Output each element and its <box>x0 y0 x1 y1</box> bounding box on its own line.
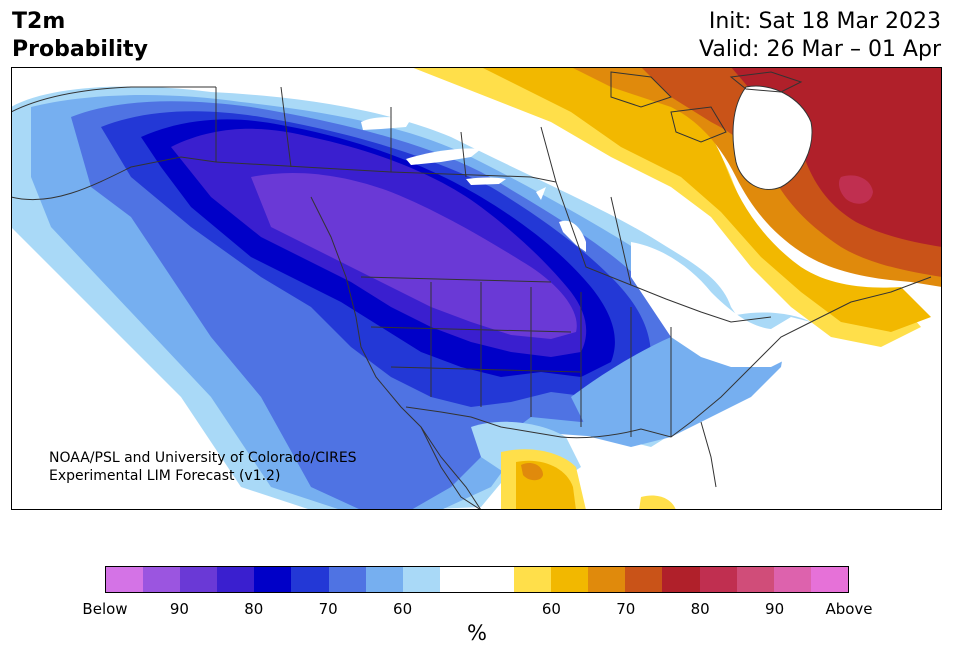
colorbar-tick-label: 60 <box>541 600 561 618</box>
lake-reindeer <box>536 187 546 200</box>
colorbar <box>105 566 849 593</box>
colorbar-tick-label: 60 <box>393 600 413 618</box>
us-mexico-border <box>405 406 562 438</box>
colorbar-segment <box>402 567 440 592</box>
colorbar-segment <box>736 567 774 592</box>
forecast-map <box>11 67 942 510</box>
colorbar-segment <box>625 567 663 592</box>
zone-neutral-hudson <box>733 86 812 190</box>
colorbar-tick-label: 80 <box>244 600 264 618</box>
alaska-coast <box>11 86 217 201</box>
credit-line-2: Experimental LIM Forecast (v1.2) <box>49 468 281 484</box>
colorbar-segment <box>106 567 144 592</box>
valid-date: Valid: 26 Mar – 01 Apr <box>699 37 941 62</box>
colorbar-tick-label: 80 <box>690 600 710 618</box>
colorbar-segment <box>810 567 848 592</box>
colorbar-segment <box>365 567 403 592</box>
zone-pink-spot <box>838 175 873 204</box>
credit-text: NOAA/PSL and University of Colorado/CIRE… <box>49 449 357 485</box>
lakes <box>361 117 711 312</box>
lake-winnipeg <box>559 220 586 252</box>
zone-orange-mexico <box>521 463 543 481</box>
map-frame <box>11 67 942 510</box>
hudson-bay-coast <box>732 85 813 190</box>
colorbar-unit: % <box>467 621 487 645</box>
colorbar-segment <box>773 567 811 592</box>
variable-type: Probability <box>12 37 148 62</box>
east-coast <box>690 276 932 423</box>
west-coast <box>310 196 482 510</box>
lake-great-slave <box>406 148 481 165</box>
lake-great-bear <box>361 117 411 130</box>
colorbar-segment <box>662 567 700 592</box>
title-left: T2m Probability <box>12 8 148 64</box>
us-state-lines <box>360 276 672 437</box>
colorbar-segment <box>328 567 366 592</box>
colorbar-tick-label: 70 <box>318 600 338 618</box>
colorbar-segment <box>514 567 552 592</box>
colorbar-segment <box>476 567 515 592</box>
colorbar-segment <box>180 567 218 592</box>
zone-yellow-caribbean <box>639 495 676 510</box>
colorbar-tick-label: 90 <box>765 600 785 618</box>
init-date: Init: Sat 18 Mar 2023 <box>708 9 941 34</box>
colorbar-tick-label: 70 <box>616 600 636 618</box>
great-lakes <box>636 276 711 312</box>
colorbar-segment <box>217 567 255 592</box>
arctic-islands <box>610 71 803 143</box>
zone-neutral-great-lakes-band <box>631 242 811 367</box>
baja <box>420 426 482 510</box>
title-right: Init: Sat 18 Mar 2023 Valid: 26 Mar – 01… <box>699 8 941 64</box>
colorbar-tick-label: Below <box>82 600 128 618</box>
canada-province-lines <box>280 86 632 286</box>
colorbar-segment <box>551 567 589 592</box>
us-canada-border <box>215 161 772 323</box>
florida <box>700 421 717 488</box>
colorbar-segment <box>143 567 181 592</box>
variable-name: T2m <box>12 9 66 34</box>
colorbar-tick-label: 90 <box>169 600 189 618</box>
zone-deep-purple <box>251 172 577 339</box>
political-borders <box>11 71 932 510</box>
colorbar-segment <box>588 567 626 592</box>
colorbar-segment <box>439 567 477 592</box>
colorbar-segment <box>699 567 737 592</box>
gulf-coast <box>560 421 692 439</box>
credit-line-1: NOAA/PSL and University of Colorado/CIRE… <box>49 450 357 466</box>
colorbar-segment <box>291 567 329 592</box>
zone-gold-north <box>481 67 931 332</box>
colorbar-segment <box>254 567 292 592</box>
colorbar-tick-label: Above <box>825 600 873 618</box>
lake-athabasca <box>466 177 506 185</box>
